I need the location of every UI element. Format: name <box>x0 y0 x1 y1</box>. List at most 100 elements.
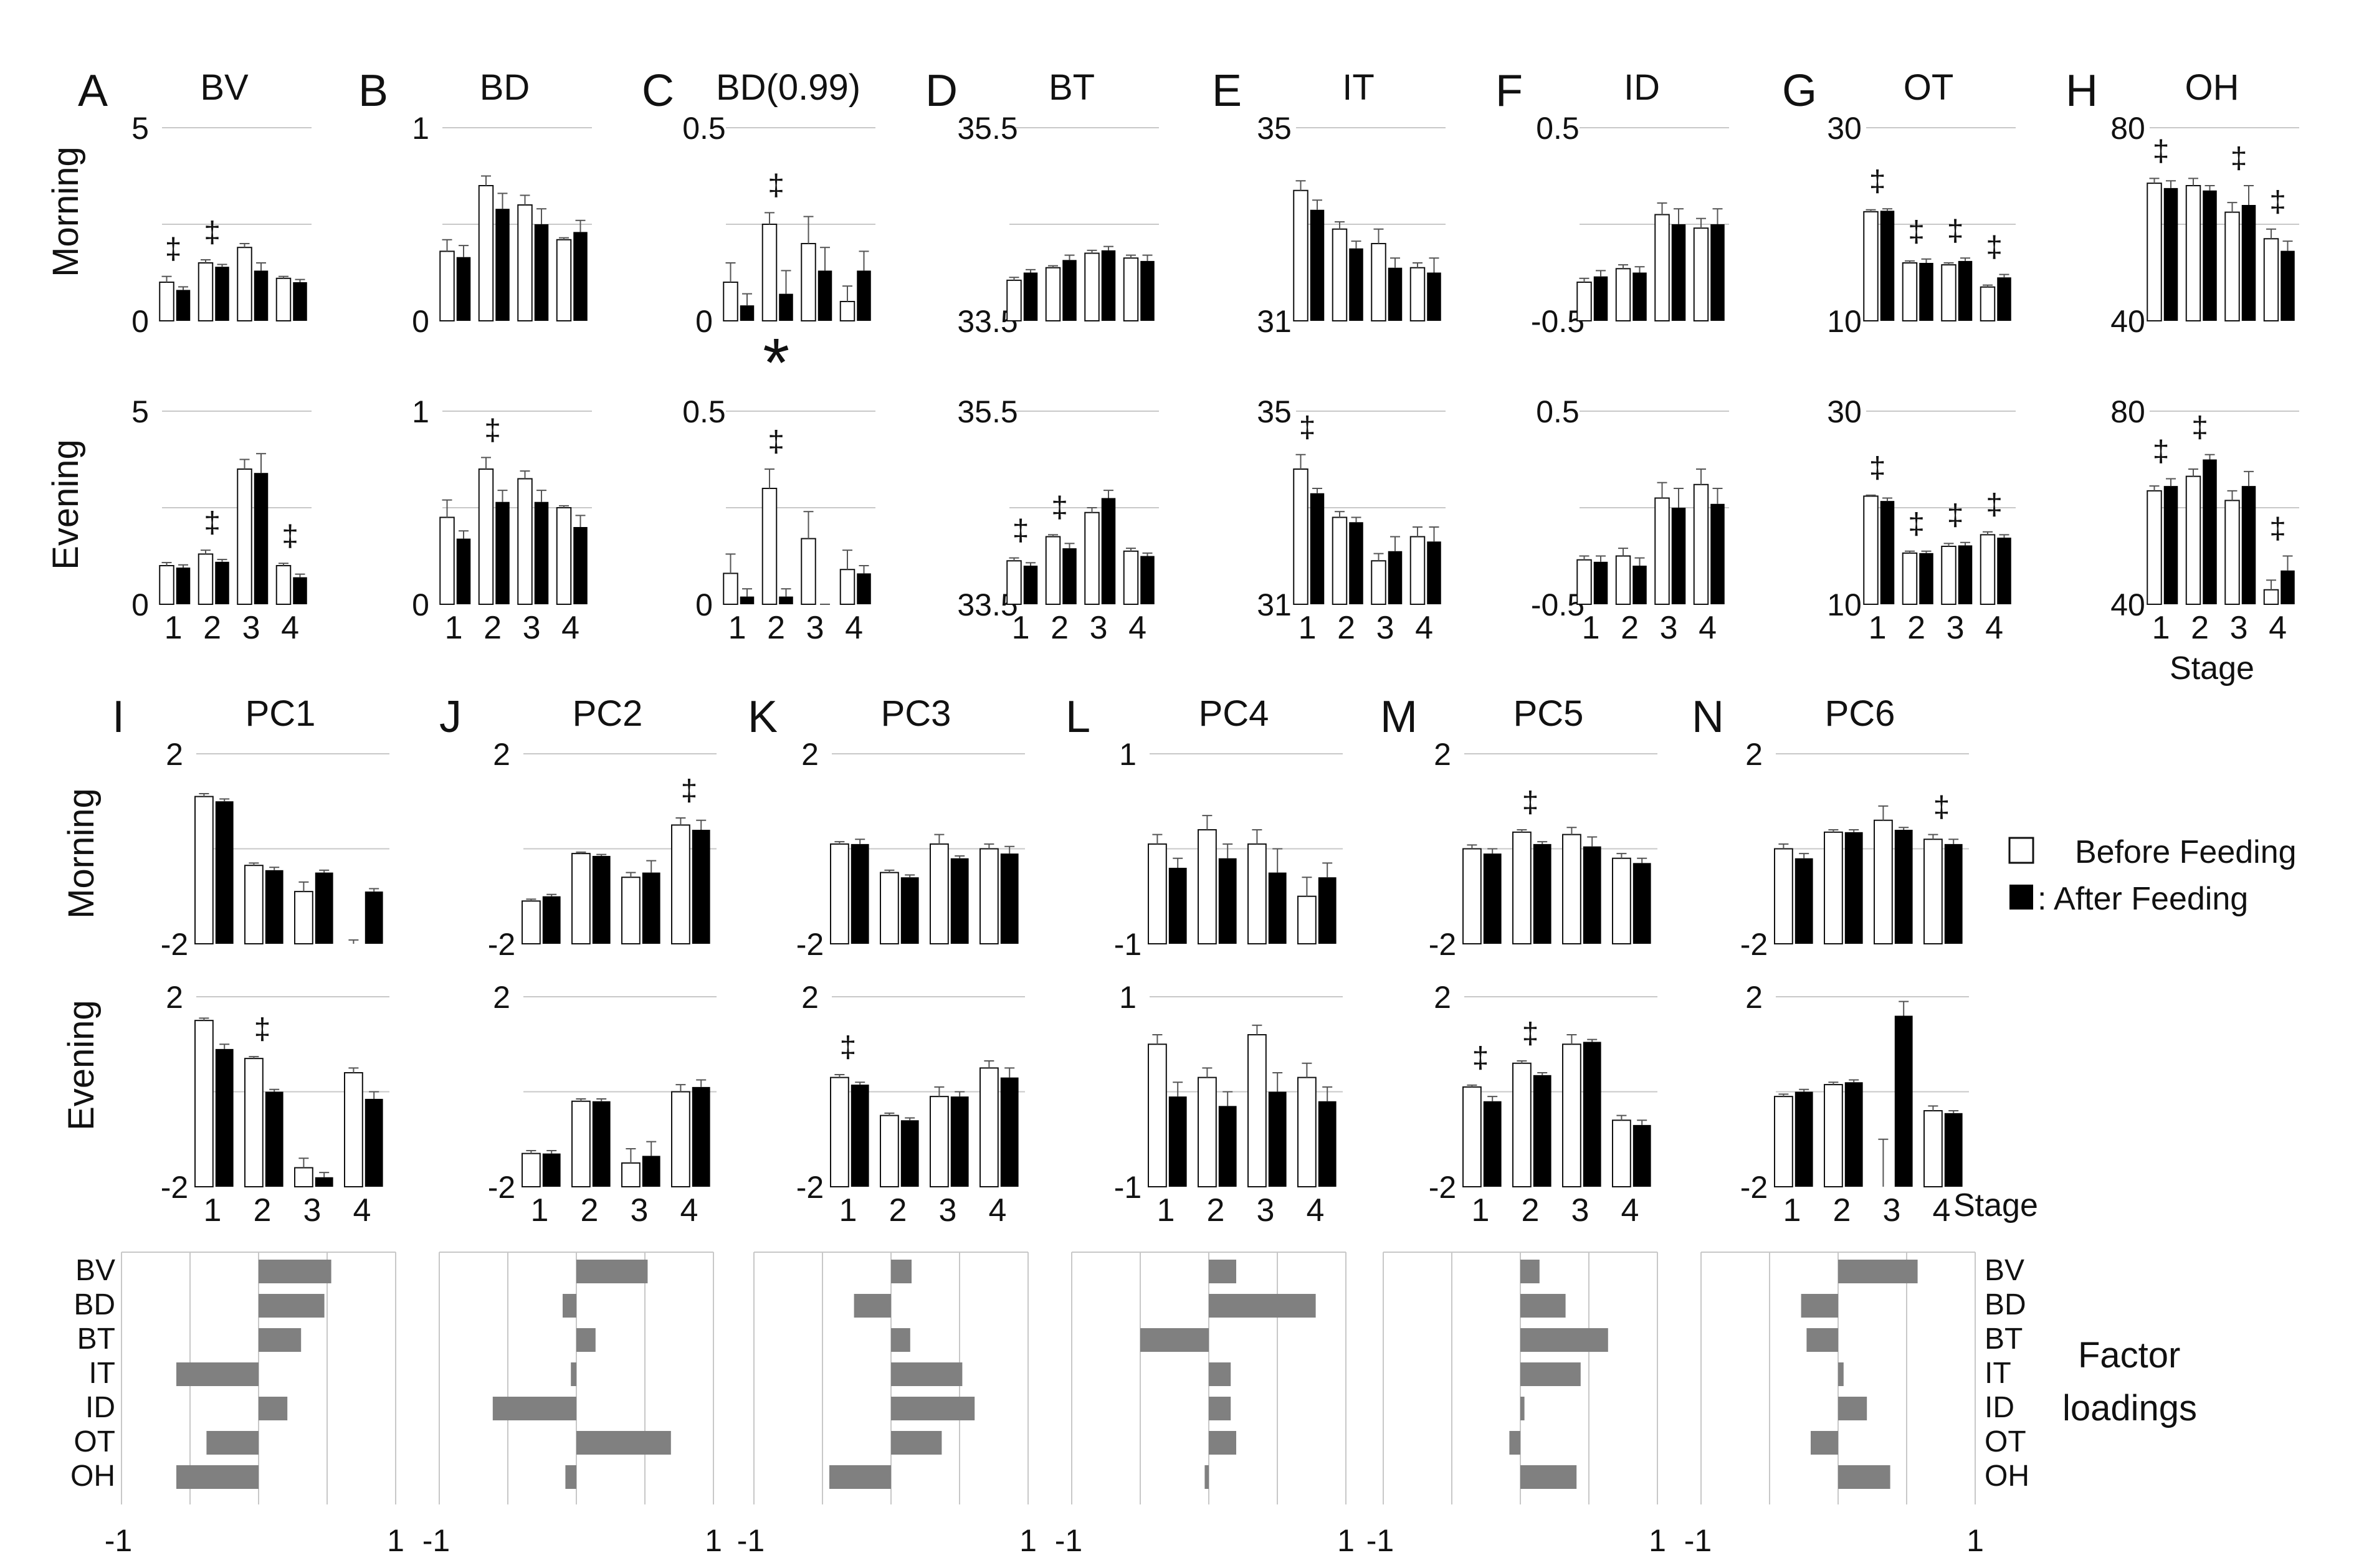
bar-after <box>265 870 284 944</box>
bar-after <box>542 1153 561 1187</box>
morning-label-top: Morning <box>45 146 86 277</box>
xtick-label: 1 <box>164 610 183 646</box>
bar-after <box>1583 846 1601 944</box>
morning-plot: 35 31 <box>1257 111 1446 339</box>
bar-after <box>1958 260 1973 321</box>
loading-axis-max: 1 <box>1337 1523 1355 1558</box>
xtick-label: 1 <box>445 610 463 646</box>
panel-letter: B <box>358 66 388 116</box>
ytick-label-top: 0.5 <box>1536 111 1580 146</box>
bar-after <box>1880 501 1895 604</box>
bar-before <box>194 796 214 944</box>
ytick-label-bottom: 0 <box>131 304 149 339</box>
bar-before <box>1615 268 1631 321</box>
loading-axis-max: 1 <box>705 1523 722 1558</box>
panel-letter: I <box>112 692 125 742</box>
bar-before <box>2147 183 2162 321</box>
bar-after <box>1583 1042 1601 1187</box>
significance-mark: ‡ <box>681 774 698 807</box>
bar-after <box>1023 566 1038 604</box>
bar-after <box>1483 1101 1502 1187</box>
bar-after <box>176 568 191 604</box>
bar-after <box>215 1048 234 1187</box>
bar-after <box>1101 498 1116 604</box>
loading-axis-max: 1 <box>1649 1523 1666 1558</box>
bar-before <box>1902 552 1918 605</box>
bar-after <box>254 270 269 321</box>
panel-title: PC1 <box>245 693 316 734</box>
loading-bar <box>891 1260 912 1283</box>
bar-after <box>215 561 229 604</box>
ytick-label-bottom: 0 <box>412 304 429 339</box>
loading-bar <box>563 1294 576 1318</box>
bar-before <box>1941 546 1956 605</box>
bar-before <box>1148 1043 1167 1187</box>
bar-before <box>1371 243 1386 321</box>
ytick-label-bottom: -2 <box>488 927 515 962</box>
legend-before-swatch <box>2008 837 2034 864</box>
ytick-label-top: 2 <box>1434 737 1451 772</box>
panel-letter: D <box>925 66 958 116</box>
evening-label-top: Evening <box>45 439 86 570</box>
bar-before <box>761 224 778 321</box>
bar-after <box>1483 853 1502 944</box>
bar-after <box>1349 522 1363 604</box>
bar-after <box>1427 272 1441 321</box>
bar-after <box>2163 486 2178 604</box>
loading-chart-pc2: -1 1 <box>422 1252 722 1558</box>
morning-plot: 35.533.5 <box>957 111 1159 339</box>
bar-before <box>1562 834 1581 944</box>
bar-before <box>671 1091 690 1187</box>
bar-before <box>1774 848 1793 944</box>
bar-after <box>857 270 871 321</box>
bar-before <box>1980 534 1996 606</box>
bar-after <box>1218 1106 1237 1187</box>
bar-after <box>642 1156 660 1187</box>
significance-mark: ‡ <box>1986 231 2003 264</box>
bar-after <box>1140 556 1155 604</box>
significance-mark: ‡ <box>1472 1042 1489 1075</box>
bar-after <box>740 596 755 604</box>
bar-before <box>1123 550 1139 605</box>
loading-var-label-left: BV <box>75 1254 115 1287</box>
bar-after <box>265 1091 284 1187</box>
bar-before <box>880 1114 899 1187</box>
loading-var-label-left: OH <box>70 1460 115 1493</box>
ytick-label-top: 35 <box>1257 394 1292 429</box>
significance-mark: ‡ <box>204 216 221 249</box>
xtick-label: 4 <box>680 1192 698 1228</box>
ytick-label-top: 30 <box>1827 394 1862 429</box>
bar-before <box>830 1076 849 1187</box>
bar-before <box>880 872 899 944</box>
xtick-label: 4 <box>561 610 579 646</box>
bar-after <box>1318 877 1337 944</box>
bar-after <box>692 830 710 944</box>
legend-after-label: : After Feeding <box>2038 881 2248 917</box>
bar-before <box>1409 267 1426 321</box>
loading-bar <box>176 1362 259 1386</box>
ytick-label-top: 2 <box>493 980 510 1015</box>
bar-after <box>1349 248 1363 321</box>
bar-after <box>2281 250 2295 321</box>
ytick-label-bottom: -2 <box>161 927 188 962</box>
loading-bar <box>854 1294 891 1318</box>
bar-before <box>275 565 292 605</box>
xtick-label: 3 <box>2230 610 2248 646</box>
bar-after <box>315 872 333 944</box>
xtick-label: 3 <box>523 610 541 646</box>
significance-mark: ‡ <box>840 1031 857 1064</box>
bar-after <box>950 1096 969 1187</box>
ytick-label-bottom: 0 <box>695 587 713 622</box>
bar-after <box>1794 1091 1813 1187</box>
xtick-label: 1 <box>728 610 746 646</box>
bar-after <box>950 858 969 944</box>
morning-plot: 2 -2 <box>796 737 1025 962</box>
bar-after <box>1062 548 1077 604</box>
loading-bar <box>1520 1260 1540 1283</box>
bar-after <box>1894 1015 1913 1187</box>
bar-before <box>571 1100 591 1187</box>
significance-mark: ‡ <box>1051 491 1068 524</box>
ytick-label-bottom: -1 <box>1114 1170 1141 1205</box>
